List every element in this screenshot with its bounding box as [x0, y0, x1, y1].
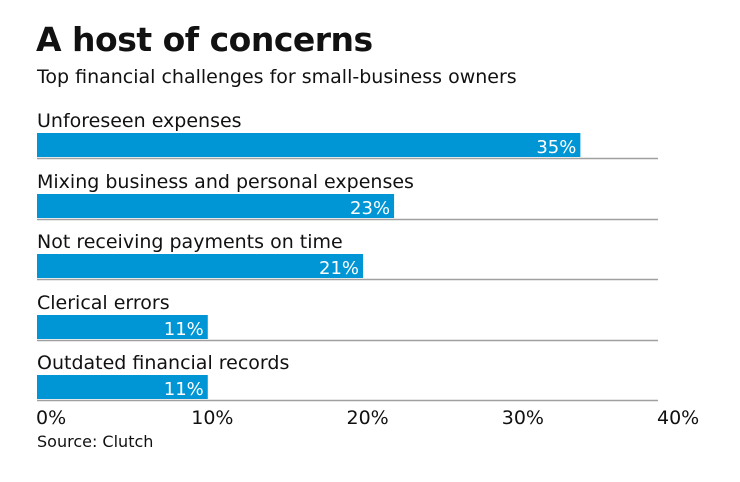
value-label: 35%: [536, 137, 576, 158]
source-note: Source: Clutch: [37, 432, 154, 451]
bar: [37, 194, 395, 218]
category-label: Mixing business and personal expenses: [37, 171, 414, 193]
x-tick-label: 20%: [347, 407, 389, 429]
chart-title: A host of concerns: [36, 20, 373, 59]
value-label: 11%: [164, 379, 204, 400]
x-tick-label: 30%: [502, 407, 544, 429]
value-label: 23%: [350, 198, 390, 219]
chart-subtitle: Top financial challenges for small-busin…: [37, 66, 517, 88]
category-label: Not receiving payments on time: [37, 231, 343, 253]
value-label: 21%: [319, 258, 359, 279]
bar: [37, 254, 364, 278]
x-tick-label: 0%: [36, 407, 66, 429]
bar: [37, 133, 581, 157]
category-label: Outdated financial records: [37, 352, 289, 374]
value-label: 11%: [164, 319, 204, 340]
bar: [37, 375, 208, 399]
category-label: Clerical errors: [37, 292, 170, 314]
bar: [37, 315, 208, 339]
x-tick-label: 10%: [191, 407, 233, 429]
category-label: Unforeseen expenses: [37, 110, 242, 132]
x-tick-label: 40%: [657, 407, 699, 429]
